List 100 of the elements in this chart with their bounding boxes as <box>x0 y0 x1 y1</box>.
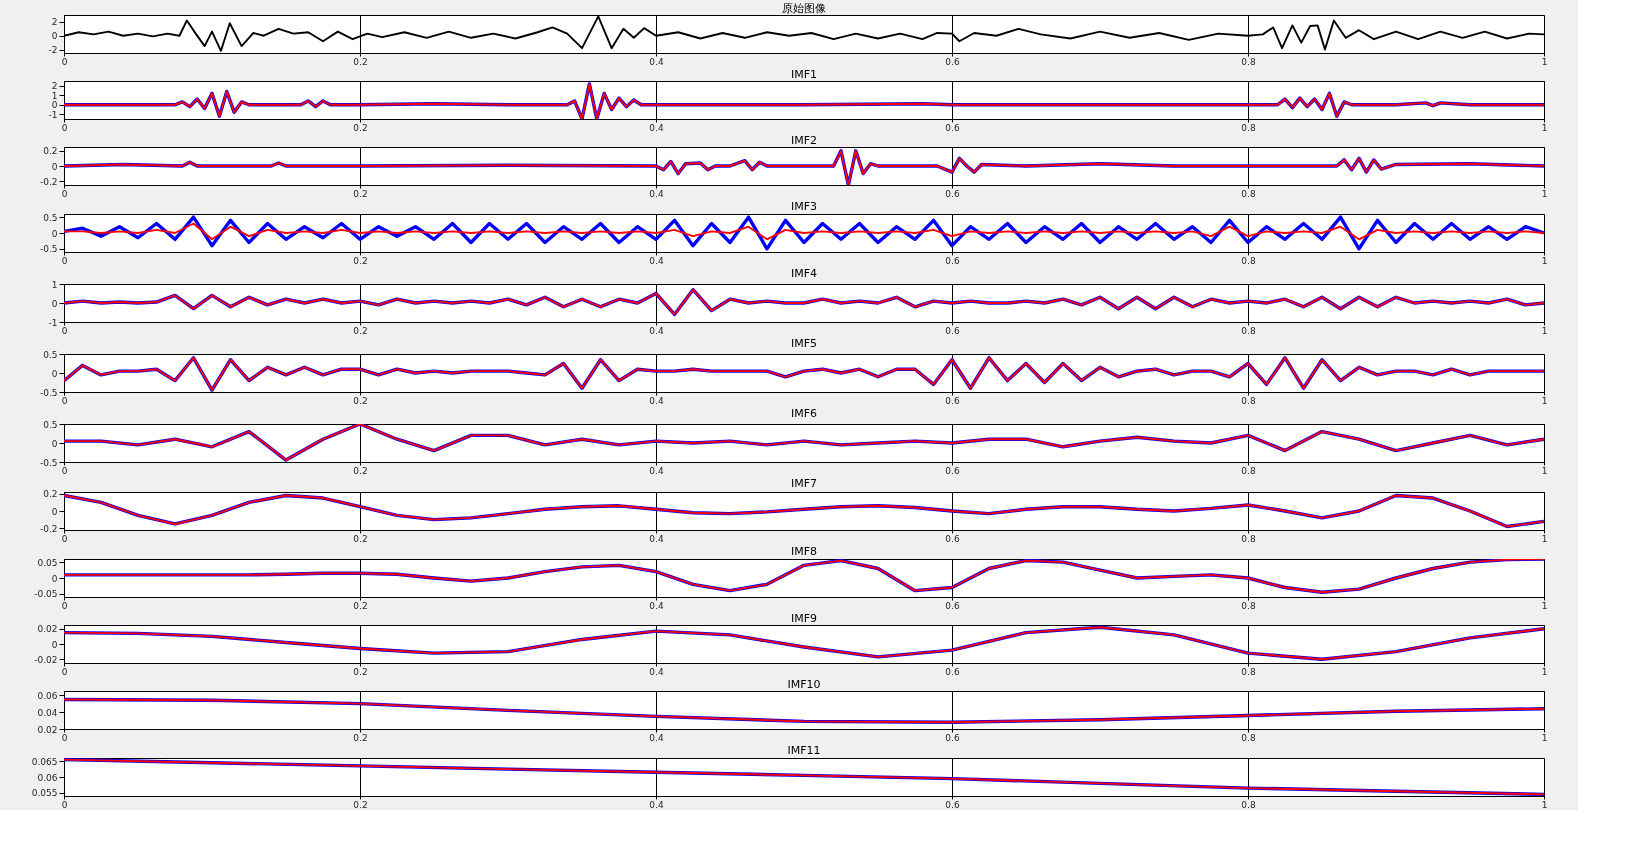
y-tick-label: 0 <box>51 368 58 379</box>
y-tick-label: 2 <box>51 81 58 92</box>
x-tick-label: 1 <box>1541 395 1548 406</box>
chart-title: IMF3 <box>790 200 818 214</box>
x-tick-label: 1 <box>1541 56 1548 67</box>
x-tick-label: 0.4 <box>649 255 664 266</box>
y-tick-label: 0.2 <box>43 489 58 500</box>
y-tick-label: 0 <box>51 573 58 584</box>
x-tick-label: 0.2 <box>353 732 368 743</box>
y-tick-label: -2 <box>48 45 58 56</box>
x-tick-label: 1 <box>1541 188 1548 199</box>
x-tick-label: 0.8 <box>1241 325 1256 336</box>
y-tick-label: 0 <box>51 438 58 449</box>
x-tick-label: 0.4 <box>649 122 664 133</box>
y-tick-label: 0 <box>51 31 58 42</box>
x-tick-label: 0 <box>61 325 68 336</box>
y-tick-label: -0.2 <box>39 176 58 187</box>
x-tick-label: 0.4 <box>649 325 664 336</box>
x-tick-label: 0.6 <box>945 732 960 743</box>
x-tick-label: 0 <box>61 533 68 544</box>
x-tick-label: 1 <box>1541 255 1548 266</box>
x-tick-label: 0.4 <box>649 732 664 743</box>
x-tick-label: 0.8 <box>1241 732 1256 743</box>
x-tick-label: 0.2 <box>353 666 368 677</box>
x-tick-label: 0 <box>61 600 68 611</box>
y-tick-label: 2 <box>51 17 58 28</box>
y-tick-label: 0.04 <box>37 707 58 718</box>
x-tick-label: 0.8 <box>1241 188 1256 199</box>
x-tick-label: 0.6 <box>945 395 960 406</box>
chart-title: IMF11 <box>787 744 821 758</box>
x-tick-label: 0.8 <box>1241 395 1256 406</box>
x-tick-label: 0.2 <box>353 56 368 67</box>
x-tick-label: 0.8 <box>1241 600 1256 611</box>
x-tick-label: 0.6 <box>945 799 960 810</box>
x-tick-label: 0.2 <box>353 255 368 266</box>
chart-title: IMF9 <box>790 611 818 625</box>
y-tick-label: 0.5 <box>43 349 58 360</box>
x-tick-label: 0.2 <box>353 799 368 810</box>
x-tick-label: 0.4 <box>649 56 664 67</box>
x-tick-label: 0.6 <box>945 255 960 266</box>
chart-title: IMF4 <box>790 267 818 280</box>
y-tick-label: -0.5 <box>39 244 58 255</box>
x-tick-label: 0.6 <box>945 465 960 476</box>
y-tick-label: 0.2 <box>43 146 58 157</box>
x-tick-label: 0.6 <box>945 188 960 199</box>
x-tick-label: 1 <box>1541 732 1548 743</box>
y-tick-label: -0.02 <box>34 654 58 665</box>
chart-title: IMF5 <box>790 337 818 350</box>
y-tick-label: 0.02 <box>37 724 58 735</box>
x-tick-label: 0 <box>61 56 68 67</box>
x-tick-label: 0 <box>61 465 68 476</box>
x-tick-label: 0.2 <box>353 325 368 336</box>
x-tick-label: 1 <box>1541 600 1548 611</box>
y-tick-label: -0.05 <box>34 589 58 600</box>
chart-title: IMF1 <box>790 68 818 81</box>
x-tick-label: 0.6 <box>945 56 960 67</box>
x-tick-label: 0.6 <box>945 533 960 544</box>
x-tick-label: 0.4 <box>649 533 664 544</box>
chart-title: IMF8 <box>790 545 818 559</box>
x-tick-label: 0.4 <box>649 395 664 406</box>
x-tick-label: 0.8 <box>1241 465 1256 476</box>
x-tick-label: 1 <box>1541 533 1548 544</box>
x-tick-label: 1 <box>1541 465 1548 476</box>
x-tick-label: 0 <box>61 255 68 266</box>
x-tick-label: 0.6 <box>945 325 960 336</box>
x-tick-label: 0.4 <box>649 600 664 611</box>
x-tick-label: 0 <box>61 666 68 677</box>
x-tick-label: 0 <box>61 799 68 810</box>
y-tick-label: 0 <box>51 100 58 111</box>
x-tick-label: 0.8 <box>1241 56 1256 67</box>
x-tick-label: 0 <box>61 732 68 743</box>
y-tick-label: 0 <box>51 228 58 239</box>
y-tick-label: 0.055 <box>31 788 58 799</box>
y-tick-label: 0 <box>51 161 58 172</box>
x-tick-label: 0.2 <box>353 395 368 406</box>
x-tick-label: 0.8 <box>1241 666 1256 677</box>
y-tick-label: -1 <box>48 317 58 328</box>
y-tick-label: 0.06 <box>37 772 58 783</box>
y-tick-label: 0 <box>51 506 58 517</box>
chart-title: IMF7 <box>790 476 818 490</box>
x-tick-label: 0.2 <box>353 533 368 544</box>
x-tick-label: 0.8 <box>1241 122 1256 133</box>
x-tick-label: 0.4 <box>649 188 664 199</box>
x-tick-label: 0.8 <box>1241 533 1256 544</box>
y-tick-label: 0.06 <box>37 690 58 701</box>
x-tick-label: 0.4 <box>649 465 664 476</box>
y-tick-label: 0.065 <box>31 756 58 767</box>
x-tick-label: 1 <box>1541 666 1548 677</box>
y-tick-label: 1 <box>51 90 58 101</box>
x-tick-label: 0.2 <box>353 465 368 476</box>
chart-title: IMF10 <box>787 678 821 691</box>
x-tick-label: 1 <box>1541 122 1548 133</box>
x-tick-label: 0 <box>61 395 68 406</box>
x-tick-label: 0.8 <box>1241 255 1256 266</box>
x-tick-label: 0.2 <box>353 122 368 133</box>
y-tick-label: -1 <box>48 109 58 120</box>
x-tick-label: 1 <box>1541 325 1548 336</box>
y-tick-label: 0.5 <box>43 212 58 223</box>
y-tick-label: 0.5 <box>43 419 58 430</box>
x-tick-label: 0.2 <box>353 600 368 611</box>
